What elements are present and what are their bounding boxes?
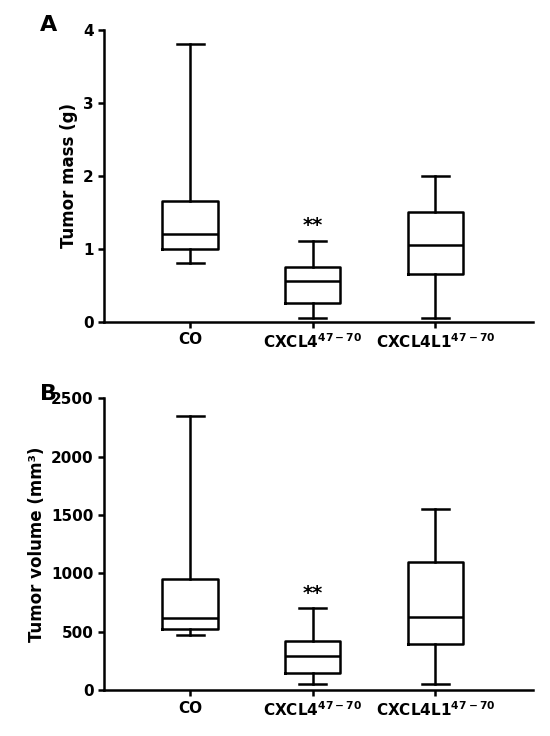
Y-axis label: Tumor volume (mm³): Tumor volume (mm³) — [28, 447, 46, 642]
Text: B: B — [40, 383, 57, 403]
Text: A: A — [40, 15, 57, 35]
Y-axis label: Tumor mass (g): Tumor mass (g) — [59, 103, 78, 248]
Text: **: ** — [302, 584, 323, 603]
Text: **: ** — [302, 216, 323, 236]
